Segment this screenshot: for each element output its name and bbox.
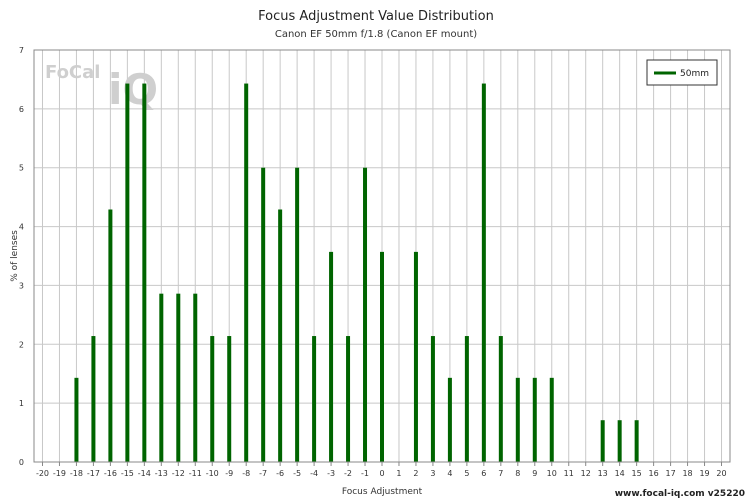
bar <box>142 83 147 462</box>
bar <box>108 209 113 462</box>
bar <box>380 251 384 462</box>
x-tick-label: 16 <box>649 469 659 478</box>
x-tick-label: -13 <box>155 469 168 478</box>
x-tick-label: 7 <box>498 469 503 478</box>
x-tick-label: -17 <box>87 469 100 478</box>
bar <box>498 336 503 462</box>
bar <box>193 293 198 462</box>
bar <box>363 167 368 462</box>
bar <box>261 167 266 462</box>
bar <box>244 83 249 462</box>
y-tick-label: 2 <box>19 340 24 349</box>
x-tick-label: -20 <box>36 469 49 478</box>
bar <box>481 83 486 462</box>
x-tick-label: -4 <box>310 469 318 478</box>
bar <box>176 293 181 462</box>
x-tick-label: -16 <box>104 469 117 478</box>
x-tick-label: -5 <box>293 469 301 478</box>
x-tick-label: -8 <box>242 469 250 478</box>
x-tick-label: -6 <box>276 469 284 478</box>
bar <box>74 377 79 462</box>
x-tick-label: -2 <box>344 469 352 478</box>
x-tick-label: 0 <box>379 469 384 478</box>
y-tick-labels: 0 1 2 3 4 5 6 7 <box>19 46 24 467</box>
bar <box>159 293 164 462</box>
bar <box>91 336 96 462</box>
chart-subtitle: Canon EF 50mm f/1.8 (Canon EF mount) <box>275 29 477 40</box>
y-tick-label: 0 <box>19 458 24 467</box>
bar <box>227 336 232 462</box>
bar <box>515 377 520 462</box>
x-tick-label: 11 <box>564 469 574 478</box>
bar <box>464 336 469 462</box>
x-tick-label: -15 <box>121 469 134 478</box>
x-tick-label: -12 <box>172 469 185 478</box>
x-tick-label: 19 <box>699 469 709 478</box>
x-tick-label: 8 <box>515 469 520 478</box>
bar <box>413 251 418 462</box>
bar <box>447 377 452 462</box>
chart-title: Focus Adjustment Value Distribution <box>258 9 494 24</box>
x-tick-label: 20 <box>716 469 726 478</box>
bar <box>210 336 215 462</box>
y-tick-label: 6 <box>19 105 24 114</box>
logo-text-focal: FoCal <box>45 62 100 83</box>
x-tick-label: -3 <box>327 469 335 478</box>
x-tick-label: 4 <box>447 469 452 478</box>
x-tick-label: 1 <box>396 469 401 478</box>
x-tick-label: -14 <box>138 469 151 478</box>
legend-label: 50mm <box>680 69 709 79</box>
bar <box>600 420 605 462</box>
bar <box>125 83 130 462</box>
logo-text-iq: iQ <box>108 65 158 114</box>
bar <box>430 336 435 462</box>
x-tick-label: 18 <box>682 469 692 478</box>
y-tick-label: 4 <box>19 223 24 232</box>
x-tick-label: 17 <box>665 469 675 478</box>
x-tick-label: 13 <box>598 469 608 478</box>
watermark: www.focal-iq.com v25220 <box>615 489 745 499</box>
plot-frame <box>33 49 731 463</box>
bar <box>549 377 554 462</box>
bar <box>634 420 639 462</box>
x-axis-label: Focus Adjustment <box>342 487 423 497</box>
bar <box>312 336 317 462</box>
y-axis-label: % of lenses <box>10 230 20 282</box>
x-tick-label: -11 <box>189 469 202 478</box>
x-tick-label: -9 <box>225 469 233 478</box>
x-tick-label: 6 <box>481 469 486 478</box>
x-tick-label: -18 <box>70 469 83 478</box>
x-tick-label: -7 <box>259 469 267 478</box>
x-tick-label: 9 <box>532 469 537 478</box>
x-tick-labels: -20 -19 -18 -17 -16 -15 -14 -13 -12 -11 -10 -9 -8 -7-… <box>36 469 727 478</box>
x-tick-label: 3 <box>430 469 435 478</box>
bars <box>74 83 639 462</box>
x-tick-label: -1 <box>361 469 369 478</box>
x-tick-label: -10 <box>206 469 219 478</box>
y-tick-label: 7 <box>19 46 24 55</box>
x-tick-label: 5 <box>464 469 469 478</box>
y-tick-label: 1 <box>19 399 24 408</box>
bar <box>617 420 622 462</box>
logo: FoCal iQ <box>45 62 158 114</box>
x-tick-label: 10 <box>547 469 557 478</box>
x-tick-label: 15 <box>632 469 642 478</box>
x-tick-label: 12 <box>581 469 591 478</box>
bar <box>278 209 283 462</box>
x-tick-label: 14 <box>615 469 625 478</box>
bar <box>532 377 537 462</box>
y-tick-label: 5 <box>19 164 24 173</box>
bar <box>346 336 351 462</box>
bar <box>295 167 300 462</box>
y-tick-label: 3 <box>19 281 24 290</box>
bar <box>329 251 334 462</box>
legend: 50mm <box>646 59 718 86</box>
x-tick-label: -19 <box>53 469 66 478</box>
x-tick-label: 2 <box>413 469 418 478</box>
